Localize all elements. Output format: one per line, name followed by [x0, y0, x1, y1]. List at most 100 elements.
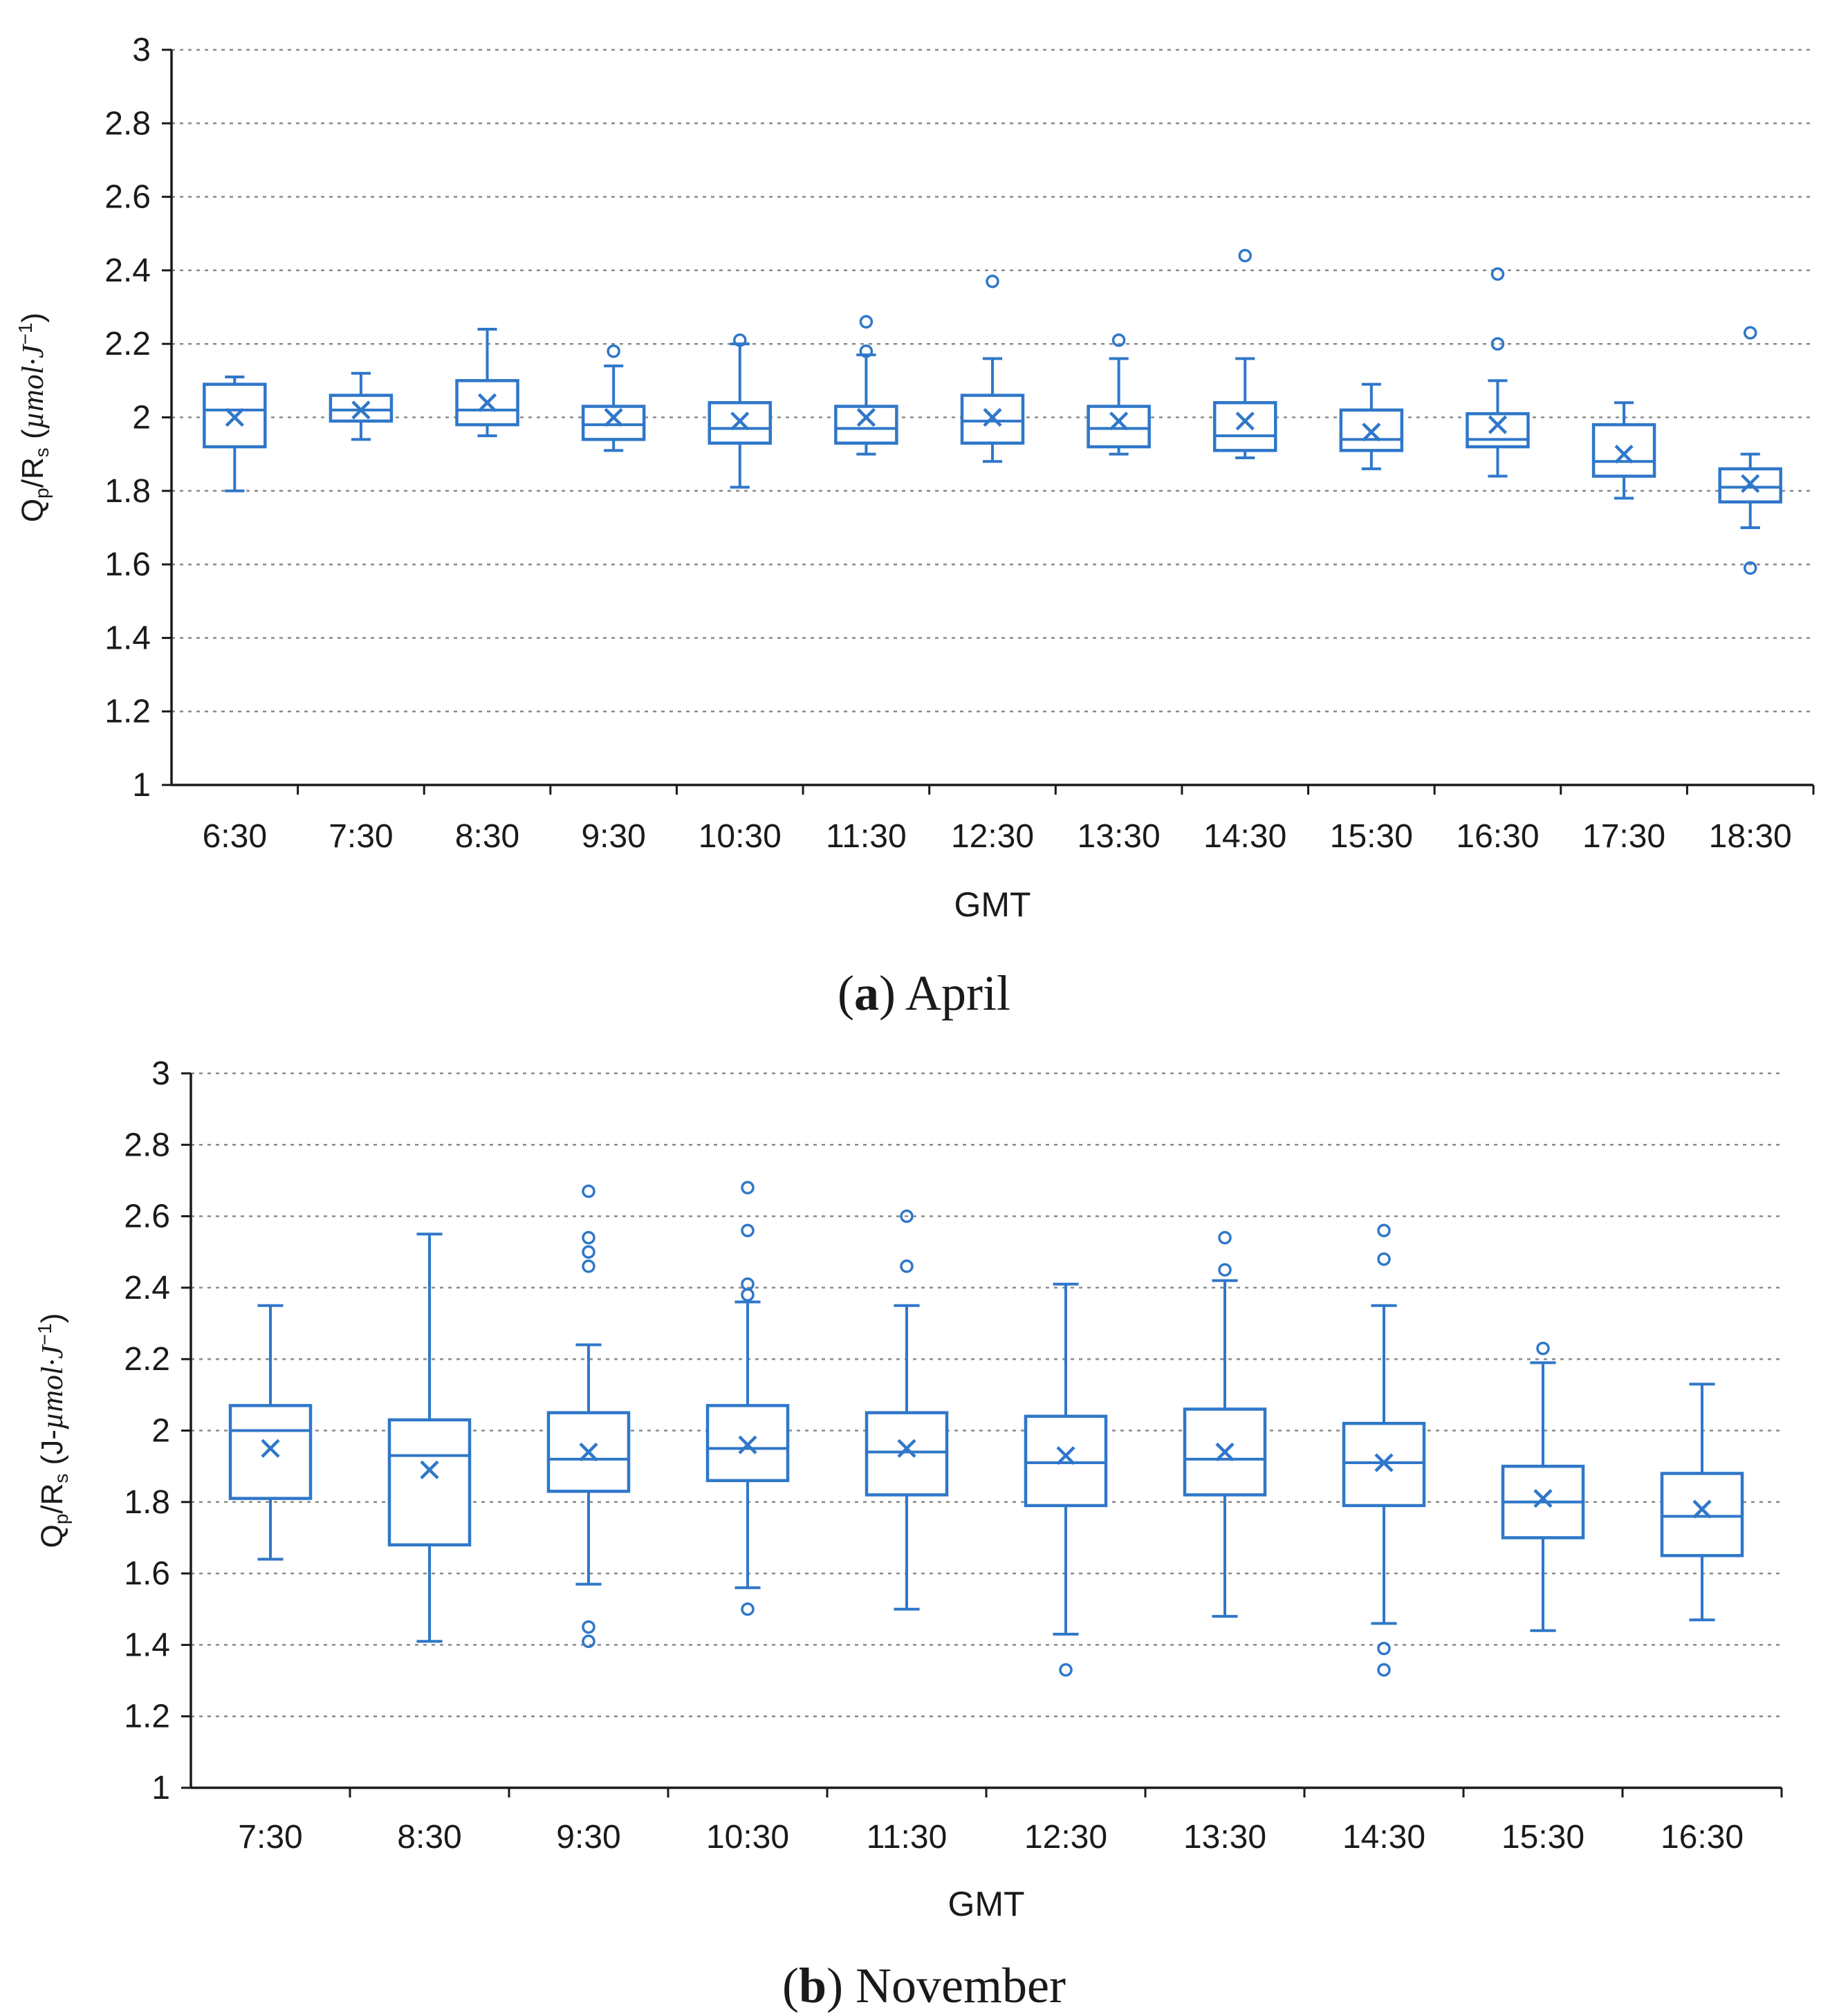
x-tick-label: 11:30: [826, 818, 907, 855]
outlier-point: [1238, 248, 1252, 263]
x-tick-label: 14:30: [1203, 818, 1286, 855]
box-18:30: [1718, 326, 1782, 575]
mean-marker: [225, 407, 244, 427]
mean-marker: [897, 1439, 916, 1458]
x-tick-label: 11:30: [867, 1819, 948, 1856]
box-10:30: [708, 333, 773, 489]
outlier-point: [741, 1223, 755, 1238]
x-tick-label: 7:30: [329, 818, 393, 855]
box-17:30: [1591, 401, 1656, 500]
outlier-point: [986, 275, 999, 288]
box-7:30: [228, 1304, 313, 1561]
y-tick-label: 1: [132, 767, 151, 804]
iqr-box: [865, 1411, 949, 1497]
y-tick-label: 1.8: [104, 473, 151, 510]
x-tick-label: 13:30: [1078, 818, 1161, 855]
outlier-point: [1743, 326, 1757, 340]
mean-marker: [1614, 445, 1634, 464]
x-tick-label: 10:30: [699, 818, 782, 855]
x-tick-label: 17:30: [1582, 818, 1665, 855]
mean-marker: [1374, 1453, 1394, 1472]
x-tick-label: 6:30: [203, 818, 267, 855]
outlier-point: [582, 1184, 595, 1199]
mean-marker: [1741, 474, 1760, 493]
x-tick-label: 16:30: [1456, 818, 1539, 855]
x-tick-label: 16:30: [1661, 1819, 1744, 1856]
box-6:30: [203, 376, 267, 492]
y-tick-label: 1.8: [124, 1484, 170, 1521]
box-14:30: [1212, 248, 1277, 459]
box-8:30: [455, 327, 519, 438]
panel-april: 1 1.2 1.4 1.6 1.8 2 2.2 2.4 2.6 2.8 3 6:30 7:30 8:30 9…: [15, 32, 1815, 1021]
box-15:30: [1501, 1341, 1585, 1632]
outlier-point: [1377, 1663, 1391, 1677]
outlier-point: [1377, 1252, 1391, 1266]
x-tick-label: 9:30: [581, 818, 645, 855]
outlier-point: [582, 1259, 595, 1273]
box-13:30: [1087, 333, 1151, 456]
box-8:30: [387, 1232, 472, 1643]
x-tick-label: 15:30: [1330, 818, 1413, 855]
box-13:30: [1183, 1230, 1267, 1618]
box-16:30: [1660, 1382, 1744, 1622]
mean-marker: [1109, 411, 1129, 431]
x-tick-label: 9:30: [556, 1819, 620, 1856]
outlier-point: [859, 344, 874, 358]
mean-marker: [983, 407, 1002, 427]
y-tick-label: 2.8: [104, 105, 151, 142]
mean-marker: [738, 1435, 757, 1454]
y-tick-label: 1.4: [124, 1627, 170, 1663]
outlier-point: [582, 1230, 595, 1245]
outlier-point: [1377, 1641, 1391, 1656]
box-16:30: [1466, 267, 1530, 478]
mean-marker: [1056, 1446, 1075, 1465]
x-axis-title: GMT: [948, 1885, 1024, 1923]
mean-marker: [1235, 411, 1255, 431]
outlier-point: [741, 1277, 755, 1291]
x-tick-label: 8:30: [397, 1819, 461, 1856]
y-tick-label: 1.4: [104, 620, 151, 656]
iqr-box: [228, 1404, 313, 1500]
box-12:30: [1024, 1282, 1108, 1677]
y-tick-label: 3: [151, 1055, 170, 1092]
box-7:30: [329, 371, 394, 441]
iqr-box: [1024, 1414, 1108, 1508]
iqr-box: [1212, 400, 1277, 452]
outlier-point: [607, 344, 620, 358]
iqr-box: [1466, 411, 1530, 449]
box-12:30: [960, 275, 1025, 463]
mean-marker: [856, 407, 876, 427]
mean-marker: [579, 1442, 598, 1462]
y-tick-label: 2.6: [124, 1199, 170, 1235]
y-tick-label: 1.2: [104, 694, 151, 730]
y-tick-label: 3: [132, 32, 151, 68]
panel-caption: (a) April: [838, 965, 1010, 1021]
y-tick-label: 2.4: [104, 252, 151, 289]
outlier-point: [1377, 1223, 1391, 1238]
y-tick-label: 1.6: [124, 1555, 170, 1592]
outlier-point: [859, 315, 874, 329]
outlier-point: [1111, 333, 1126, 347]
iqr-box: [1591, 423, 1656, 478]
iqr-box: [581, 405, 646, 441]
x-tick-label: 14:30: [1342, 1819, 1425, 1856]
outlier-point: [582, 1620, 595, 1634]
y-tick-label: 2: [132, 400, 151, 436]
x-tick-label: 12:30: [951, 818, 1034, 855]
outlier-point: [1059, 1663, 1073, 1677]
outlier-point: [900, 1259, 914, 1273]
x-tick-label: 8:30: [455, 818, 519, 855]
box-9:30: [581, 344, 646, 452]
box-10:30: [705, 1181, 790, 1616]
y-tick-label: 2.8: [124, 1127, 170, 1163]
mean-marker: [604, 407, 623, 427]
iqr-box: [834, 405, 898, 445]
mean-marker: [1215, 1442, 1235, 1462]
box-14:30: [1342, 1223, 1426, 1677]
mean-marker: [1362, 423, 1381, 442]
mean-marker: [261, 1439, 280, 1458]
iqr-box: [1660, 1472, 1744, 1557]
panel-caption: (b) November: [782, 1958, 1066, 2013]
outlier-point: [1218, 1263, 1232, 1277]
